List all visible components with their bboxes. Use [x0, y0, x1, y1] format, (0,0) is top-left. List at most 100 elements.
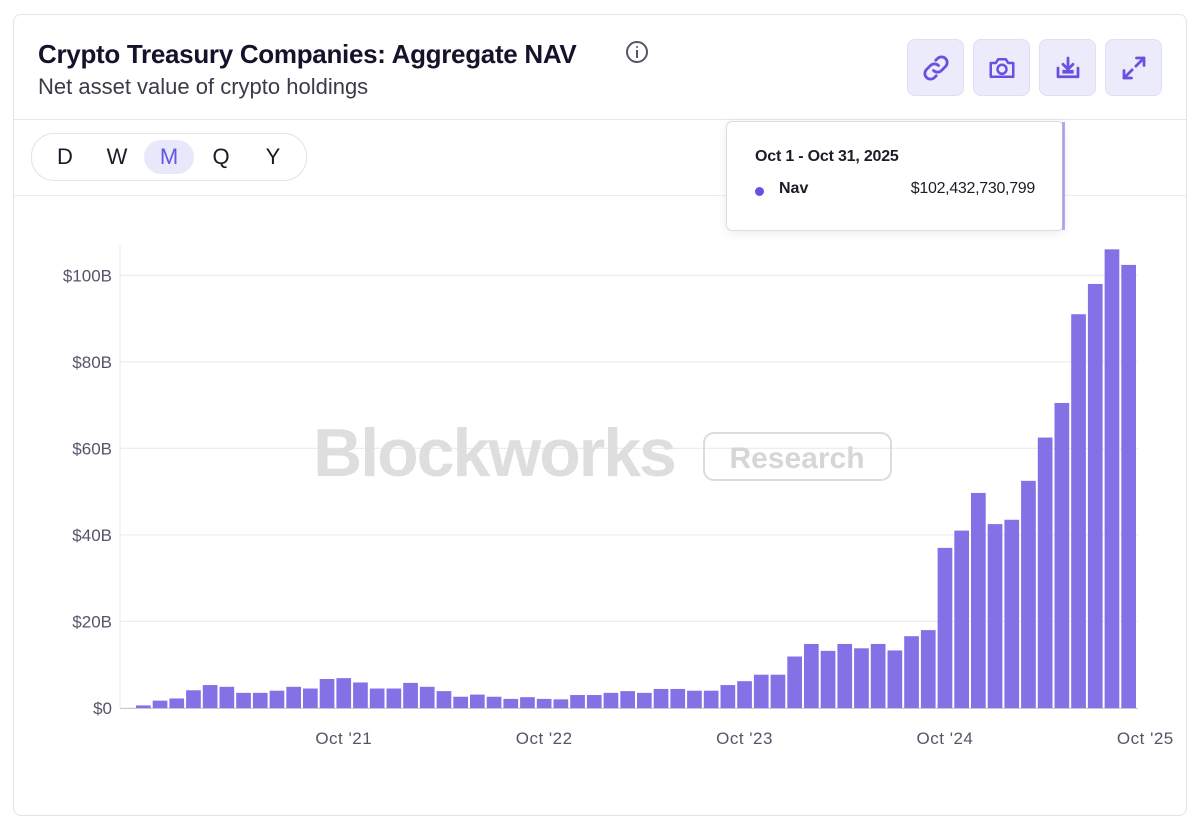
period-y[interactable]: Y — [265, 144, 281, 169]
bar — [937, 547, 953, 708]
toolbar — [907, 39, 1162, 96]
bar — [770, 674, 786, 708]
expand-button[interactable] — [1105, 39, 1162, 96]
link-button[interactable] — [907, 39, 964, 96]
tooltip-date: Oct 1 - Oct 31, 2025 — [755, 148, 899, 165]
period-d[interactable]: D — [57, 144, 73, 169]
y-tick-label: $60B — [72, 439, 112, 458]
y-axis: $0 $20B $40B $60B $80B $100B — [63, 266, 112, 718]
x-tick-label: Oct '25 — [1117, 729, 1174, 748]
bar — [1021, 480, 1036, 708]
bar — [1037, 437, 1053, 708]
bar — [202, 685, 218, 708]
bar — [470, 694, 485, 708]
tooltip-value: $102,432,730,799 — [910, 180, 1036, 197]
bar — [1104, 249, 1120, 709]
bar — [269, 690, 285, 708]
divider — [14, 195, 1186, 196]
bar — [419, 686, 435, 708]
expand-icon — [1122, 56, 1145, 79]
bar — [186, 690, 201, 708]
bar — [954, 530, 969, 708]
bar — [870, 643, 886, 708]
bar — [753, 674, 769, 708]
screenshot-button[interactable] — [973, 39, 1030, 96]
bar — [787, 656, 802, 708]
bar — [486, 696, 502, 708]
y-tick-label: $40B — [72, 526, 112, 545]
bar — [603, 692, 619, 708]
period-selector: D W M Q Y — [31, 133, 307, 181]
bar — [319, 679, 335, 708]
bar — [720, 685, 736, 708]
bar — [620, 691, 635, 708]
bars — [120, 249, 1138, 709]
bar — [252, 692, 268, 708]
bar — [971, 492, 986, 708]
bar — [586, 695, 602, 708]
bar — [637, 692, 652, 708]
watermark-tag: Research — [729, 442, 864, 475]
tooltip: Oct 1 - Oct 31, 2025 Nav $102,432,730,79… — [726, 121, 1065, 231]
bar — [369, 688, 385, 708]
bar — [737, 681, 752, 708]
bar — [219, 686, 235, 708]
camera-icon — [989, 57, 1014, 78]
bar — [286, 686, 301, 708]
bar — [503, 698, 519, 708]
link-icon — [922, 54, 949, 81]
bar — [553, 699, 569, 708]
x-tick-label: Oct '22 — [516, 729, 573, 748]
watermark-tag-border — [703, 432, 892, 481]
x-tick-label: Oct '21 — [315, 729, 372, 748]
bar — [152, 700, 168, 708]
period-q[interactable]: Q — [212, 144, 230, 169]
bar — [854, 648, 869, 708]
bar — [1087, 283, 1103, 708]
bar — [403, 682, 418, 708]
tooltip-series: Nav — [779, 180, 809, 197]
bar — [887, 650, 903, 708]
y-tick-label: $100B — [63, 266, 112, 285]
bar — [436, 691, 452, 708]
x-axis: Oct '21 Oct '22 Oct '23 Oct '24 Oct '25 — [315, 729, 1173, 748]
chart-title: Crypto Treasury Companies: Aggregate NAV — [38, 39, 577, 69]
bar — [703, 690, 719, 708]
bar — [820, 650, 836, 708]
y-tick-label: $20B — [72, 612, 112, 631]
y-tick-label: $0 — [93, 699, 112, 718]
bar — [987, 524, 1003, 708]
tooltip-edge — [1062, 122, 1065, 230]
series-dot — [755, 187, 764, 196]
bar — [1054, 402, 1070, 708]
bar — [837, 643, 853, 708]
watermark: Blockworks Research — [313, 415, 892, 491]
bar — [1121, 264, 1136, 708]
bar — [570, 695, 585, 708]
x-tick-label: Oct '23 — [716, 729, 773, 748]
bar — [520, 697, 535, 708]
download-icon — [1056, 56, 1079, 78]
bar — [536, 698, 552, 708]
bar — [920, 630, 936, 708]
period-w[interactable]: W — [106, 144, 128, 169]
bar — [303, 688, 318, 708]
watermark-brand: Blockworks — [313, 415, 675, 491]
bar — [687, 690, 702, 708]
bar — [804, 643, 819, 708]
bar — [236, 692, 251, 708]
x-tick-label: Oct '24 — [917, 729, 974, 748]
bar — [453, 696, 468, 708]
bar — [169, 698, 185, 708]
chart-subtitle: Net asset value of crypto holdings — [38, 74, 369, 99]
bar — [1071, 314, 1086, 708]
download-button[interactable] — [1039, 39, 1096, 96]
bar — [136, 705, 151, 708]
bar — [386, 688, 402, 708]
bar — [336, 678, 352, 708]
info-icon[interactable] — [626, 41, 648, 63]
bar — [670, 688, 686, 708]
nav-bar-chart: Blockworks Research $0 $20B $40B $60B $80B $1… — [63, 245, 1173, 748]
period-m[interactable]: M — [144, 140, 194, 174]
chart-header: Crypto Treasury Companies: Aggregate NAV… — [14, 15, 1186, 120]
